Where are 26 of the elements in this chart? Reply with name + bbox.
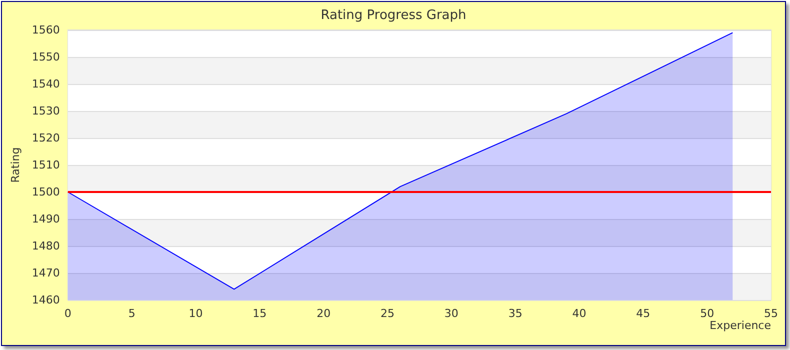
y-tick-label: 1480: [32, 240, 60, 252]
y-tick-label: 1530: [32, 104, 60, 118]
x-tick-label: 25: [380, 307, 394, 320]
y-tick-label: 1460: [32, 294, 60, 306]
y-tick-label: 1470: [32, 266, 60, 280]
x-tick-label: 40: [572, 307, 586, 320]
y-tick-label: 1560: [32, 24, 60, 36]
x-tick-label: 0: [64, 307, 72, 320]
x-tick-label: 30: [444, 307, 458, 320]
x-axis-title: Experience: [710, 319, 772, 332]
x-tick-label: 50: [700, 307, 714, 320]
y-tick-label: 1550: [32, 50, 60, 64]
y-axis-title: Rating: [9, 147, 22, 183]
x-tick-label: 5: [128, 307, 136, 320]
x-tick-label: 15: [252, 307, 267, 320]
x-tick-label: 20: [316, 307, 331, 320]
x-tick-label: 35: [508, 307, 522, 320]
chart-title: Rating Progress Graph: [320, 8, 466, 23]
x-tick-label: 55: [764, 307, 778, 320]
y-tick-label: 1540: [32, 78, 60, 90]
y-tick-label: 1510: [32, 158, 60, 172]
y-tick-label: 1500: [32, 186, 60, 198]
y-tick-label: 1520: [32, 132, 60, 144]
x-tick-label: 10: [188, 307, 203, 320]
y-tick-label: 1490: [32, 212, 60, 226]
x-tick-label: 45: [636, 307, 650, 320]
